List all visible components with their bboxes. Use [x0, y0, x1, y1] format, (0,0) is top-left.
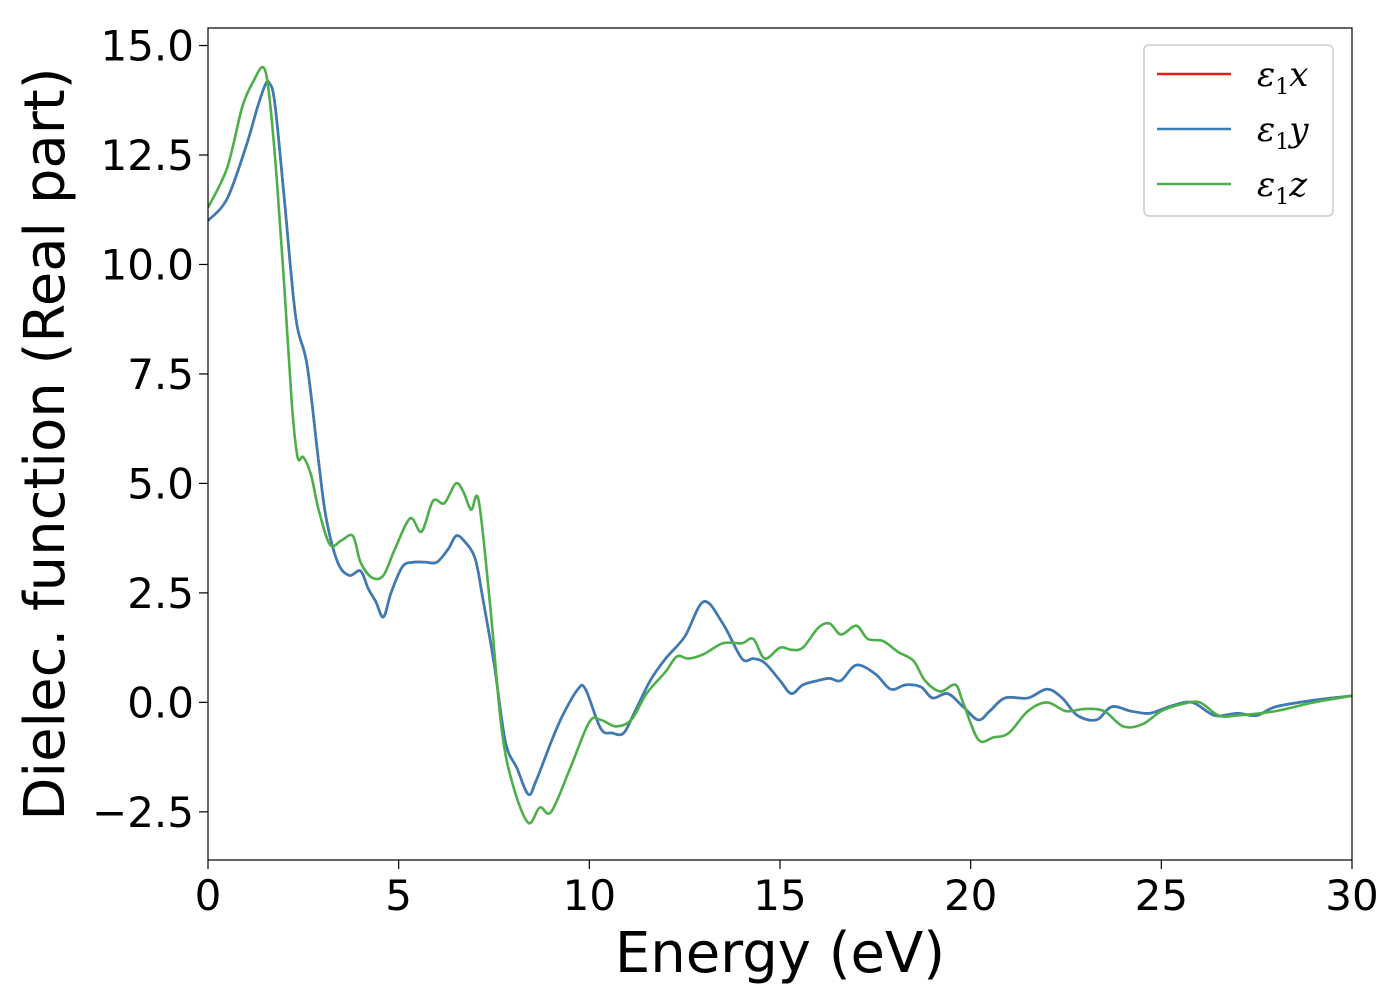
- series-line-z: [208, 65, 1352, 825]
- y-tick-label: 15.0: [100, 22, 194, 71]
- y-axis-title: Dielec. function (Real part): [13, 67, 78, 820]
- legend-label-x: ε1x: [1257, 55, 1308, 100]
- x-tick-label: 30: [1325, 871, 1378, 920]
- legend-label-y: ε1y: [1257, 110, 1309, 155]
- x-tick-label: 0: [195, 871, 222, 920]
- legend-label-z: ε1z: [1257, 165, 1308, 210]
- y-axis: 15.0 12.5 10.0 7.5 5.0 2.5 0.0 −2.5: [92, 22, 208, 837]
- y-tick-label: −2.5: [92, 788, 194, 837]
- x-tick-label: 15: [753, 871, 806, 920]
- legend-box: [1143, 44, 1334, 217]
- x-tick-label: 5: [385, 871, 412, 920]
- legend: ε1x ε1y ε1z: [1143, 44, 1334, 217]
- y-tick-label: 12.5: [100, 131, 194, 180]
- y-tick-label: 5.0: [127, 459, 194, 508]
- x-axis: 0 5 10 15 20 25 30: [195, 860, 1379, 920]
- x-axis-title: Energy (eV): [615, 921, 945, 986]
- series-layer: [208, 65, 1352, 825]
- x-tick-label: 25: [1135, 871, 1188, 920]
- y-tick-label: 0.0: [127, 678, 194, 727]
- x-tick-label: 10: [563, 871, 616, 920]
- y-tick-label: 7.5: [127, 350, 194, 399]
- series-line-y: [208, 79, 1352, 797]
- x-tick-label: 20: [944, 871, 997, 920]
- y-tick-label: 10.0: [100, 240, 194, 289]
- y-tick-label: 2.5: [127, 569, 194, 618]
